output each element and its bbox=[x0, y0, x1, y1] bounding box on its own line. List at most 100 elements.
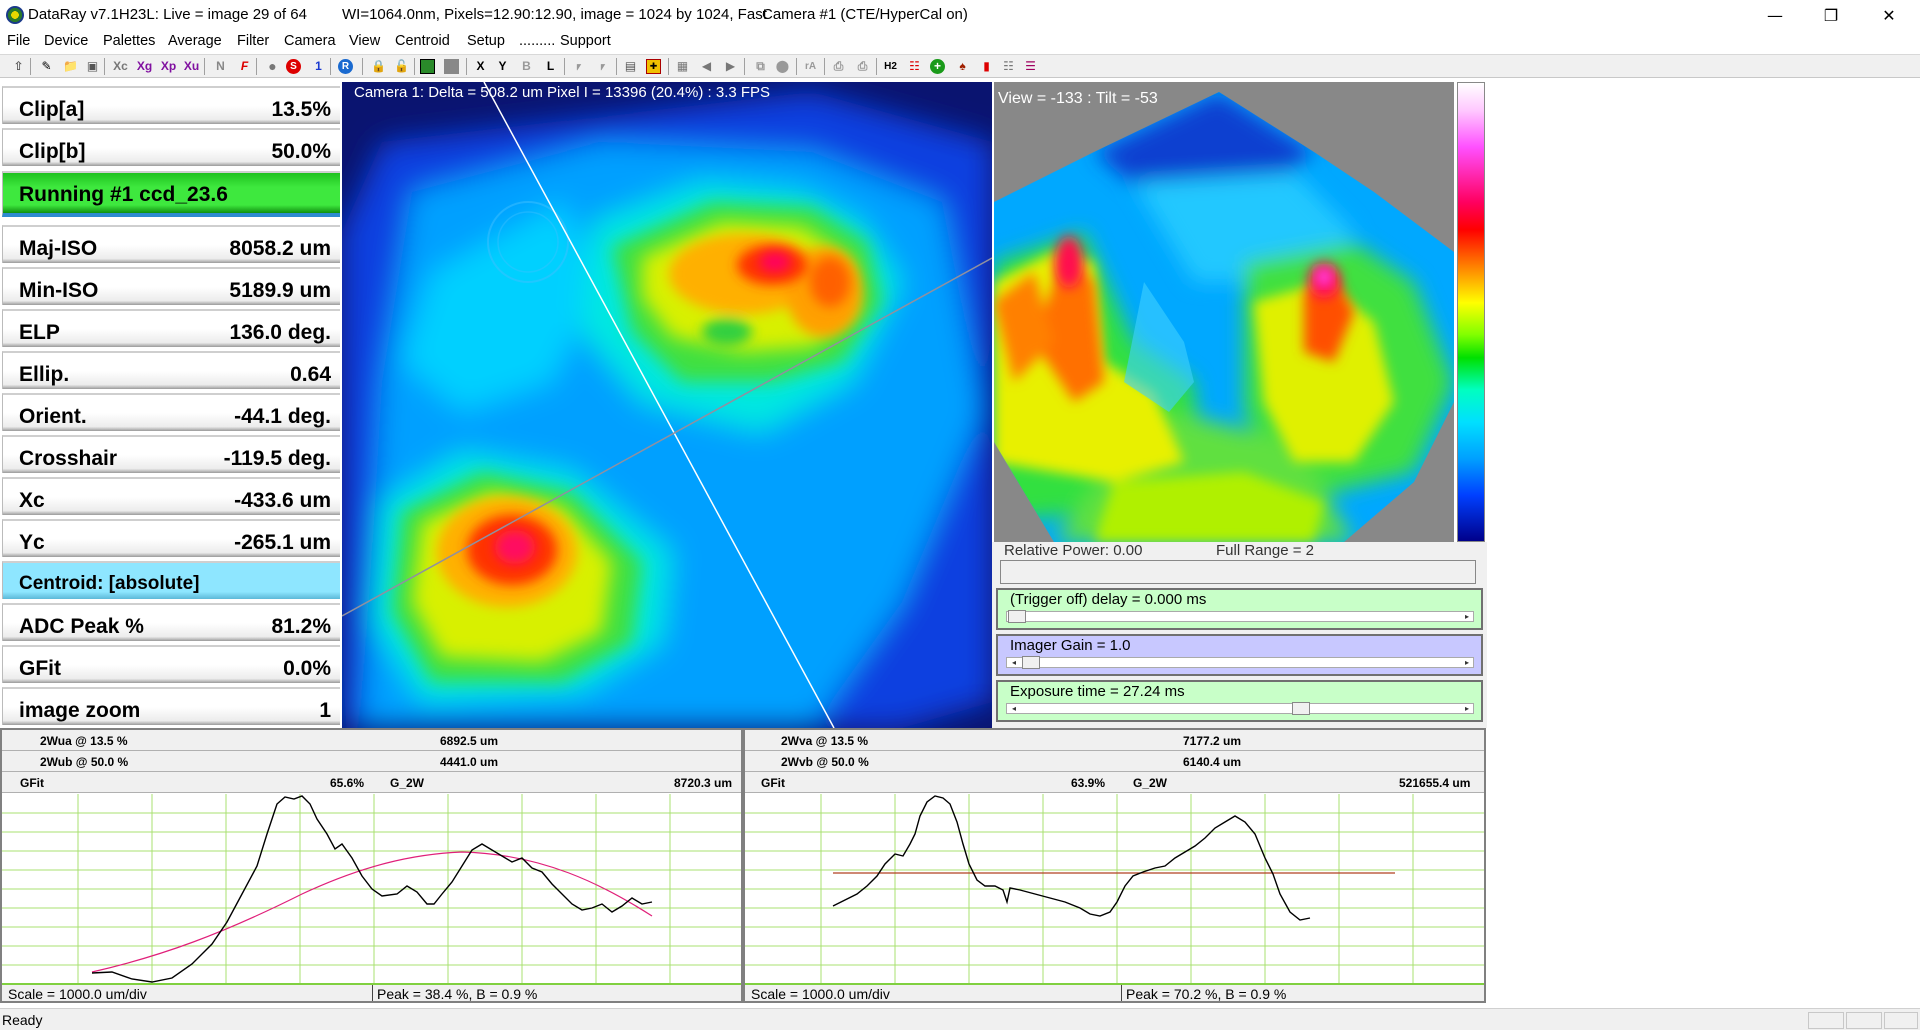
grid-icon[interactable]: ▦ bbox=[676, 59, 689, 73]
minimize-icon[interactable]: — bbox=[1767, 5, 1783, 25]
multi-icon[interactable]: ☷ bbox=[1003, 59, 1014, 73]
slider-right-arrow-icon[interactable]: ▸ bbox=[1464, 704, 1469, 713]
param-min-iso[interactable]: Min-ISO 5189.9 um bbox=[2, 267, 340, 305]
3d-view[interactable]: View = -133 : Tilt = -53 bbox=[994, 82, 1454, 542]
record-icon[interactable]: S bbox=[286, 59, 301, 74]
tool-b[interactable]: B bbox=[522, 59, 531, 73]
param-crosshair[interactable]: Crosshair -119.5 deg. bbox=[2, 435, 340, 473]
scale-label: Scale = 1000.0 um/div bbox=[8, 986, 147, 1002]
tool-xp[interactable]: Xp bbox=[160, 59, 177, 73]
param-label: Xc bbox=[19, 489, 45, 512]
tool-h2[interactable]: H2 bbox=[884, 61, 897, 72]
lock-icon[interactable]: 🔒 bbox=[371, 59, 386, 73]
stop-icon[interactable]: ● bbox=[268, 58, 277, 74]
param-value: -44.1 deg. bbox=[234, 405, 331, 428]
restore-icon[interactable]: ❐ bbox=[1823, 5, 1839, 25]
param-value: 0.64 bbox=[290, 363, 331, 386]
crosshair-icon[interactable]: ✚ bbox=[646, 59, 661, 74]
imager-gain-slider-thumb[interactable] bbox=[1022, 656, 1040, 669]
tool-n[interactable]: N bbox=[216, 59, 225, 73]
up-arrow-icon[interactable]: ⇧ bbox=[13, 59, 24, 73]
menu-view[interactable]: View bbox=[349, 33, 381, 49]
print-setup-icon[interactable]: ⎙ bbox=[857, 59, 868, 73]
param-clip-a[interactable]: Clip[a] 13.5% bbox=[2, 86, 340, 124]
pin-icon[interactable]: ♠ bbox=[959, 59, 966, 73]
param-ellip[interactable]: Ellip. 0.64 bbox=[2, 351, 340, 389]
tool-xu[interactable]: Xu bbox=[183, 59, 200, 73]
open-folder-icon[interactable]: 📁 bbox=[63, 59, 78, 73]
trigger-delay-label: (Trigger off) delay = 0.000 ms bbox=[1010, 591, 1207, 608]
print-icon[interactable]: ⎙ bbox=[833, 59, 844, 73]
imager-gain-control[interactable]: Imager Gain = 1.0 ◂ ▸ bbox=[996, 634, 1483, 676]
menu-filter[interactable]: Filter bbox=[237, 33, 270, 49]
back-icon[interactable]: ◀ bbox=[701, 59, 712, 73]
chart-icon[interactable]: ☷ bbox=[909, 59, 920, 73]
exposure-time-control[interactable]: Exposure time = 27.24 ms ◂ ▸ bbox=[996, 680, 1483, 722]
menu-support[interactable]: Support bbox=[560, 33, 611, 49]
param-gfit[interactable]: GFit 0.0% bbox=[2, 645, 340, 683]
tool-x[interactable]: X bbox=[476, 59, 485, 73]
plus-icon[interactable]: + bbox=[930, 59, 945, 74]
close-icon[interactable]: ✕ bbox=[1882, 5, 1896, 25]
menu-file[interactable]: File bbox=[7, 33, 31, 49]
copy-icon[interactable]: ⧉ bbox=[756, 59, 765, 73]
param-maj-iso[interactable]: Maj-ISO 8058.2 um bbox=[2, 225, 340, 263]
param-label: Crosshair bbox=[19, 447, 118, 470]
param-yc[interactable]: Yc -265.1 um bbox=[2, 519, 340, 557]
tool-f[interactable]: F bbox=[240, 59, 249, 73]
centroid-mode[interactable]: Centroid: [absolute] bbox=[2, 561, 340, 599]
trigger-delay-control[interactable]: (Trigger off) delay = 0.000 ms ▸ bbox=[996, 588, 1483, 630]
thermometer-icon[interactable]: ▮ bbox=[983, 59, 990, 73]
tool-l[interactable]: L bbox=[546, 59, 555, 73]
exposure-time-slider-track[interactable] bbox=[1006, 703, 1474, 714]
bars-icon[interactable]: ☰ bbox=[1025, 59, 1036, 73]
menu-palettes[interactable]: Palettes bbox=[103, 33, 156, 49]
clear-icon[interactable]: ⬤ bbox=[775, 59, 790, 73]
param-clip-b[interactable]: Clip[b] 50.0% bbox=[2, 128, 340, 166]
tool-ra[interactable]: rA bbox=[804, 61, 817, 72]
profile-u-width-b-row: 2Wub @ 50.0 % 4441.0 um bbox=[2, 751, 741, 772]
save-icon[interactable]: ▣ bbox=[86, 59, 99, 73]
param-adc-peak[interactable]: ADC Peak % 81.2% bbox=[2, 603, 340, 641]
slider-right-arrow-icon[interactable]: ▸ bbox=[1464, 658, 1469, 667]
pencil-icon[interactable]: ✎ bbox=[41, 59, 52, 73]
frame-icon[interactable]: ▤ bbox=[624, 59, 637, 73]
profile-u-panel[interactable]: 2Wua @ 13.5 % 6892.5 um 2Wub @ 50.0 % 44… bbox=[0, 728, 743, 1003]
slider-left-arrow-icon[interactable]: ◂ bbox=[1011, 658, 1016, 667]
tool-r[interactable]: R bbox=[338, 59, 353, 74]
forward-icon[interactable]: ▶ bbox=[725, 59, 736, 73]
square-icon[interactable] bbox=[444, 59, 459, 74]
param-elp[interactable]: ELP 136.0 deg. bbox=[2, 309, 340, 347]
slider-left-arrow-icon[interactable]: ◂ bbox=[1011, 704, 1016, 713]
param-orient[interactable]: Orient. -44.1 deg. bbox=[2, 393, 340, 431]
menu-device[interactable]: Device bbox=[44, 33, 89, 49]
imager-gain-slider-track[interactable] bbox=[1006, 657, 1474, 668]
running-status[interactable]: Running #1 ccd_23.6 bbox=[2, 171, 340, 217]
bracket-alt-icon[interactable]: ⎖ bbox=[597, 59, 608, 73]
camera-image[interactable]: Camera 1: Delta = 508.2 um Pixel I = 133… bbox=[342, 82, 992, 728]
profile-v-panel[interactable]: 2Wva @ 13.5 % 7177.2 um 2Wvb @ 50.0 % 61… bbox=[743, 728, 1486, 1003]
menu-setup[interactable]: Setup bbox=[467, 33, 505, 49]
param-xc[interactable]: Xc -433.6 um bbox=[2, 477, 340, 515]
slider-right-arrow-icon[interactable]: ▸ bbox=[1464, 612, 1469, 621]
toolbar-separator bbox=[824, 58, 825, 75]
parameter-panel: Clip[a] 13.5% Clip[b] 50.0% Running #1 c… bbox=[0, 82, 342, 728]
bracket-icon[interactable]: ⎖ bbox=[573, 59, 584, 73]
camera-icon[interactable] bbox=[420, 59, 435, 74]
tool-one[interactable]: 1 bbox=[315, 59, 322, 73]
toolbar-separator bbox=[876, 58, 877, 75]
tool-y[interactable]: Y bbox=[498, 59, 507, 73]
unlock-icon[interactable]: 🔓 bbox=[394, 59, 409, 73]
tool-xg[interactable]: Xg bbox=[136, 59, 153, 73]
menu-centroid[interactable]: Centroid bbox=[395, 33, 450, 49]
exposure-time-slider-thumb[interactable] bbox=[1292, 702, 1310, 715]
menu-camera[interactable]: Camera bbox=[284, 33, 336, 49]
param-image-zoom[interactable]: image zoom 1 bbox=[2, 687, 340, 725]
camera-caption: Camera 1: Delta = 508.2 um Pixel I = 133… bbox=[354, 84, 771, 101]
trigger-delay-slider-track[interactable] bbox=[1006, 611, 1474, 622]
relative-power-row: Relative Power: 0.00 Full Range = 2 bbox=[992, 542, 1487, 586]
toolbar-separator bbox=[668, 58, 669, 75]
trigger-delay-slider-thumb[interactable] bbox=[1008, 610, 1026, 623]
tool-xc[interactable]: Xc bbox=[113, 59, 128, 73]
menu-average[interactable]: Average bbox=[168, 33, 222, 49]
